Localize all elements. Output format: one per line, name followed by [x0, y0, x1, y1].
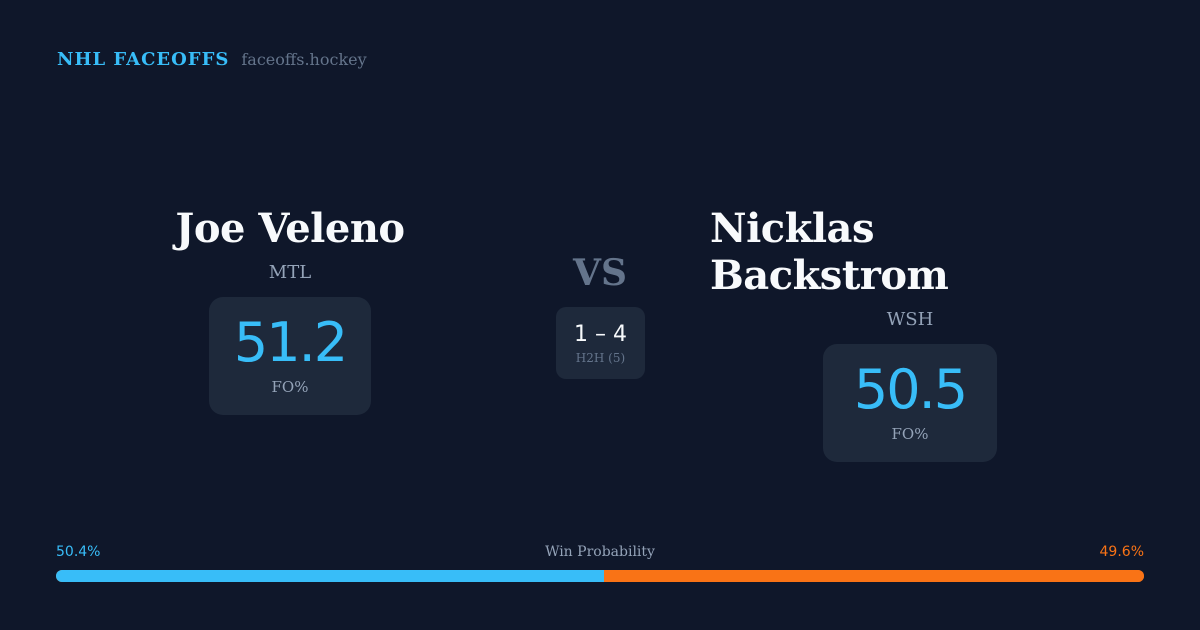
brand: NHL FACEOFFS faceoffs.hockey: [57, 49, 367, 70]
player-name: Nicklas Backstrom: [710, 205, 949, 299]
win-prob-title: Win Probability: [545, 544, 655, 560]
left-prob-fill: [56, 570, 605, 582]
win-probability-labels: 50.4% Win Probability 49.6%: [56, 544, 1144, 560]
h2h-score: 1 – 4: [574, 321, 627, 347]
fo-pct-value: 51.2: [233, 311, 348, 374]
vs-label: VS: [573, 252, 627, 294]
left-player: Joe Veleno MTL 51.2 FO%: [90, 205, 490, 415]
fo-pct-value: 50.5: [853, 358, 968, 421]
right-win-prob: 49.6%: [1099, 544, 1144, 560]
right-player: Nicklas Backstrom WSH 50.5 FO%: [710, 205, 1110, 462]
player-team: MTL: [268, 262, 312, 283]
right-prob-fill: [604, 570, 1144, 582]
fo-pct-card: 51.2 FO%: [209, 297, 371, 415]
brand-url: faceoffs.hockey: [241, 50, 367, 69]
player-team: WSH: [886, 309, 934, 330]
h2h-label: H2H (5): [575, 350, 626, 365]
h2h-card: 1 – 4 H2H (5): [556, 307, 645, 379]
fo-pct-label: FO%: [271, 378, 309, 396]
win-probability-bar: [56, 570, 1144, 582]
fo-pct-card: 50.5 FO%: [823, 344, 997, 462]
left-win-prob: 50.4%: [56, 544, 101, 560]
brand-title: NHL FACEOFFS: [57, 49, 230, 70]
fo-pct-label: FO%: [891, 425, 929, 443]
player-name: Joe Veleno: [175, 205, 405, 252]
